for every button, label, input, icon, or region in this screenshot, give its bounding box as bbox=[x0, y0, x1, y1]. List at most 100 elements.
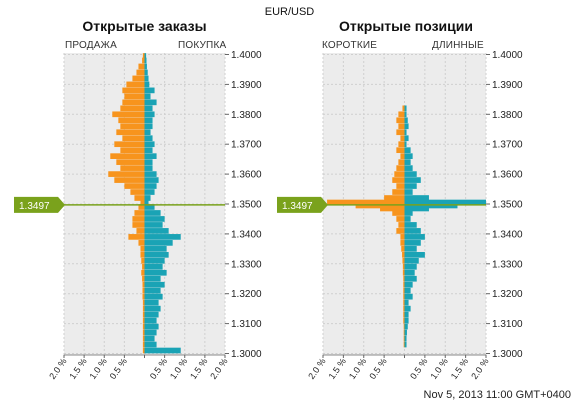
orders-left-bar bbox=[142, 317, 145, 324]
orders-x-tick-label: 1.5 % bbox=[188, 356, 209, 381]
orders-left-bar bbox=[142, 335, 145, 342]
orders-left-bar bbox=[142, 329, 145, 336]
orders-left-bar bbox=[142, 275, 145, 282]
orders-left-bar bbox=[128, 234, 145, 240]
positions-left-bar bbox=[402, 257, 405, 264]
orders-left-bar bbox=[138, 240, 145, 246]
orders-sell-label: ПРОДАЖА bbox=[65, 40, 117, 51]
positions-left-bar bbox=[403, 335, 405, 342]
positions-right-bar bbox=[404, 195, 429, 201]
orders-right-bar bbox=[144, 99, 157, 106]
orders-right-bar bbox=[144, 210, 161, 216]
orders-left-bar bbox=[124, 93, 145, 100]
orders-right-bar bbox=[144, 129, 151, 136]
orders-right-bar bbox=[144, 117, 153, 124]
orders-y-tick-label: 1.3200 bbox=[231, 289, 262, 300]
orders-right-bar bbox=[144, 199, 149, 206]
orders-right-bar bbox=[144, 341, 157, 348]
positions-right-bar bbox=[404, 317, 409, 324]
orders-right-bar bbox=[144, 53, 147, 59]
positions-left-bar bbox=[396, 165, 405, 171]
orders-left-bar bbox=[142, 299, 145, 306]
positions-right-bar bbox=[404, 189, 413, 195]
positions-left-bar bbox=[398, 123, 405, 130]
orders-x-tick-label: 1.5 % bbox=[67, 356, 88, 381]
orders-left-bar bbox=[130, 189, 145, 195]
orders-right-bar bbox=[144, 222, 163, 228]
positions-right-bar bbox=[404, 281, 413, 288]
positions-left-bar bbox=[398, 111, 405, 118]
orders-y-tick-label: 1.3400 bbox=[231, 229, 262, 240]
orders-y-tick-label: 1.3800 bbox=[231, 110, 262, 121]
orders-right-bar bbox=[144, 93, 151, 100]
orders-x-tick-label: 1.0 % bbox=[87, 356, 108, 381]
orders-left-bar bbox=[110, 153, 145, 159]
positions-y-tick-label: 1.3400 bbox=[492, 229, 523, 240]
positions-right-bar bbox=[404, 275, 417, 282]
orders-right-bar bbox=[144, 234, 181, 240]
orders-left-bar bbox=[138, 204, 145, 210]
orders-right-bar bbox=[144, 141, 155, 148]
orders-right-bar bbox=[144, 63, 147, 70]
positions-left-bar bbox=[402, 263, 405, 270]
positions-left-bar bbox=[398, 141, 405, 148]
orders-left-bar bbox=[114, 141, 145, 148]
positions-short-label: КОРОТКИЕ bbox=[322, 40, 378, 51]
orders-left-bar bbox=[142, 341, 145, 348]
orders-left-bar bbox=[142, 305, 145, 312]
orders-left-bar bbox=[116, 129, 145, 136]
orders-right-bar bbox=[144, 57, 147, 64]
orders-right-bar bbox=[144, 159, 153, 165]
orders-right-bar bbox=[144, 111, 155, 118]
positions-x-tick-label: 1.5 % bbox=[449, 356, 470, 381]
orders-left-bar bbox=[120, 105, 145, 112]
orders-right-bar bbox=[144, 177, 159, 183]
orders-left-bar bbox=[132, 222, 145, 228]
orders-chart-title: Открытые заказы bbox=[82, 18, 207, 34]
positions-left-bar bbox=[401, 246, 405, 252]
positions-left-bar bbox=[402, 105, 405, 112]
orders-right-bar bbox=[144, 293, 163, 300]
orders-left-bar bbox=[138, 63, 145, 70]
positions-right-bar bbox=[404, 341, 407, 348]
positions-right-bar bbox=[404, 228, 421, 234]
orders-left-bar bbox=[118, 117, 145, 124]
positions-right-bar bbox=[404, 199, 486, 206]
orders-left-bar bbox=[142, 347, 145, 354]
orders-left-bar bbox=[120, 165, 145, 171]
orders-right-bar bbox=[144, 228, 169, 234]
positions-y-tick-label: 1.3800 bbox=[492, 110, 523, 121]
positions-y-tick-label: 1.3600 bbox=[492, 170, 523, 181]
positions-left-bar bbox=[403, 317, 405, 324]
positions-left-bar bbox=[403, 299, 405, 306]
positions-left-bar bbox=[392, 210, 405, 216]
positions-right-bar bbox=[404, 123, 409, 130]
orders-left-bar bbox=[142, 53, 145, 59]
orders-right-bar bbox=[144, 153, 157, 159]
positions-left-bar bbox=[396, 216, 405, 222]
positions-left-bar bbox=[384, 195, 405, 201]
positions-right-bar bbox=[404, 111, 407, 118]
orders-left-bar bbox=[142, 57, 145, 64]
orders-y-tick-label: 1.3500 bbox=[231, 200, 262, 211]
orders-right-bar bbox=[144, 183, 157, 189]
orders-right-bar bbox=[144, 69, 148, 76]
orders-left-bar bbox=[132, 75, 145, 82]
orders-y-tick-label: 1.3600 bbox=[231, 170, 262, 181]
orders-left-bar bbox=[140, 251, 145, 258]
positions-left-bar bbox=[403, 323, 405, 330]
orders-price-label: 1.3497 bbox=[19, 201, 50, 212]
positions-y-tick-label: 1.3100 bbox=[492, 319, 523, 330]
positions-right-bar bbox=[404, 257, 419, 264]
positions-right-bar bbox=[404, 159, 411, 165]
positions-chart-title: Открытые позиции bbox=[339, 18, 473, 34]
orders-right-bar bbox=[144, 75, 149, 82]
orders-right-bar bbox=[144, 299, 159, 306]
positions-right-bar bbox=[404, 216, 411, 222]
orders-right-bar bbox=[144, 335, 155, 342]
orders-right-bar bbox=[144, 171, 157, 177]
positions-left-bar bbox=[403, 281, 405, 288]
orders-y-tick-label: 1.3000 bbox=[231, 349, 262, 360]
positions-x-tick-label: 2.0 % bbox=[306, 356, 327, 381]
